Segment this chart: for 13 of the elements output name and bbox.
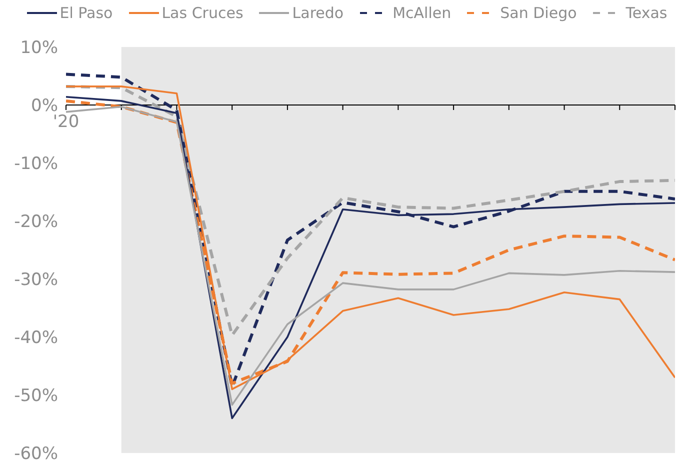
legend-label: Laredo	[292, 4, 344, 22]
y-tick-label: -40%	[14, 328, 58, 348]
y-tick-label: -50%	[14, 386, 58, 406]
legend-label: Las Cruces	[162, 4, 244, 22]
legend-label: McAllen	[392, 4, 452, 22]
y-tick-label: -60%	[14, 444, 58, 462]
y-tick-label: -20%	[14, 212, 58, 232]
y-tick-label: -10%	[14, 154, 58, 174]
legend-label: San Diego	[500, 4, 577, 22]
legend-label: El Paso	[60, 4, 113, 22]
y-tick-label: -30%	[14, 270, 58, 290]
legend-label: Texas	[626, 4, 668, 22]
y-tick-label: 10%	[20, 38, 58, 58]
